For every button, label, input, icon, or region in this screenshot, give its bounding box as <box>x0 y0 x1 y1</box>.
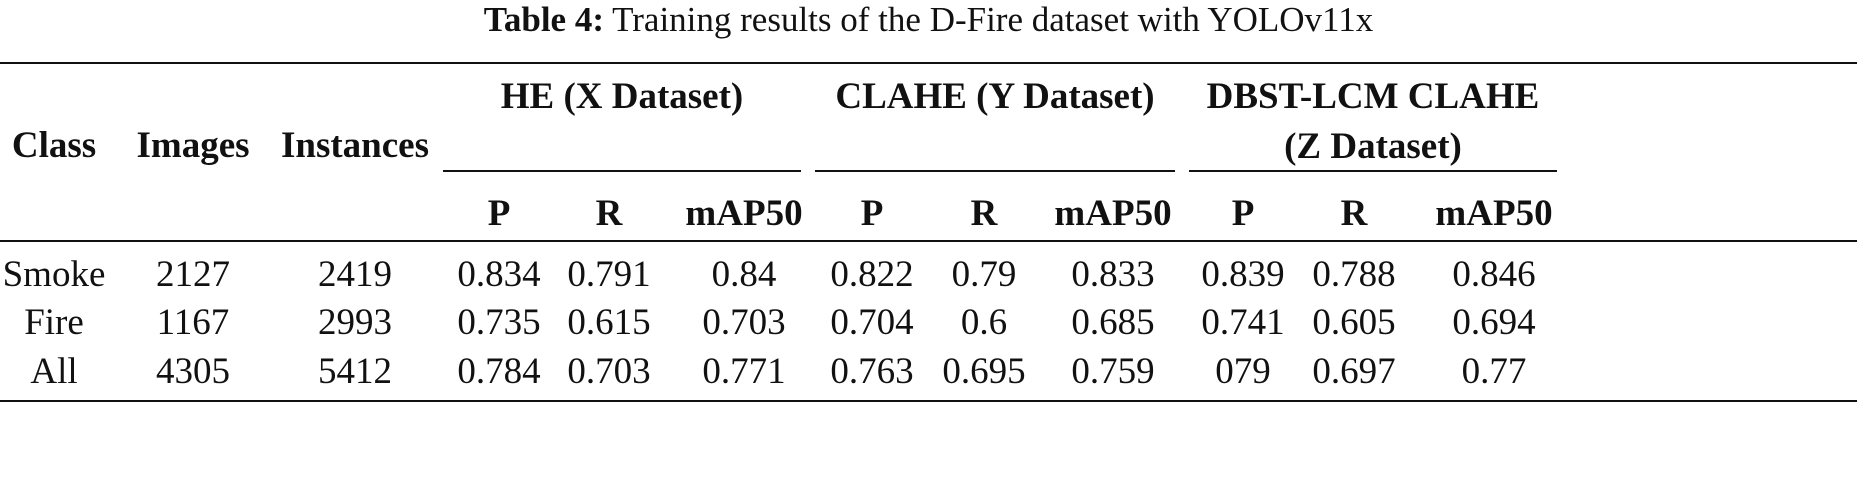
dbst-map50-header: mAP50 <box>1435 193 1553 234</box>
he-r-header: R <box>595 193 623 234</box>
table-caption-label: Table 4: <box>483 0 604 39</box>
dbst-p-header: P <box>1231 193 1255 234</box>
table-row-all-instances: 5412 <box>318 351 392 392</box>
group-header-clahe: CLAHE (Y Dataset) <box>835 76 1155 117</box>
col-header-class: Class <box>11 125 97 166</box>
table-row-fire-dbst-map50: 0.694 <box>1452 302 1536 343</box>
table-row-fire-clahe-p: 0.704 <box>830 302 914 343</box>
table-row-smoke-he-map50: 0.84 <box>711 254 777 295</box>
table-row-fire-class: Fire <box>24 302 84 343</box>
dbst-group-underline <box>1189 170 1557 172</box>
top-rule <box>0 62 1857 64</box>
table-row-fire-he-map50: 0.703 <box>702 302 786 343</box>
table-row-all-dbst-p: 079 <box>1215 351 1271 392</box>
table-row-all-dbst-r: 0.697 <box>1312 351 1396 392</box>
table-row-smoke-he-r: 0.791 <box>567 254 651 295</box>
table-row-fire-dbst-p: 0.741 <box>1201 302 1285 343</box>
bottom-rule <box>0 400 1857 402</box>
table-row-fire-images: 1167 <box>156 302 230 343</box>
clahe-map50-header: mAP50 <box>1054 193 1172 234</box>
col-header-images: Images <box>136 125 250 166</box>
table-caption: Table 4: Training results of the D-Fire … <box>0 0 1857 40</box>
he-p-header: P <box>487 193 511 234</box>
table-row-smoke-class: Smoke <box>2 254 106 295</box>
table-row-smoke-clahe-map50: 0.833 <box>1071 254 1155 295</box>
table-row-all-dbst-map50: 0.77 <box>1461 351 1527 392</box>
table-row-smoke-he-p: 0.834 <box>457 254 541 295</box>
table-row-all-clahe-map50: 0.759 <box>1071 351 1155 392</box>
table-row-fire-dbst-r: 0.605 <box>1312 302 1396 343</box>
table-row-all-he-map50: 0.771 <box>702 351 786 392</box>
table-row-all-clahe-p: 0.763 <box>830 351 914 392</box>
he-group-underline <box>443 170 801 172</box>
clahe-r-header: R <box>970 193 998 234</box>
table-row-fire-clahe-r: 0.6 <box>960 302 1008 343</box>
table-row-fire-instances: 2993 <box>318 302 392 343</box>
table-row-all-images: 4305 <box>156 351 230 392</box>
table-row-fire-he-r: 0.615 <box>567 302 651 343</box>
table-row-all-he-p: 0.784 <box>457 351 541 392</box>
table-row-smoke-clahe-r: 0.79 <box>951 254 1017 295</box>
table-row-all-class: All <box>30 351 78 392</box>
group-header-dbst: DBST-LCM CLAHE (Z Dataset) <box>1206 76 1540 167</box>
he-map50-header: mAP50 <box>685 193 803 234</box>
table-row-smoke-instances: 2419 <box>318 254 392 295</box>
table-row-smoke-images: 2127 <box>156 254 230 295</box>
group-header-he: HE (X Dataset) <box>500 76 744 117</box>
table-row-smoke-dbst-p: 0.839 <box>1201 254 1285 295</box>
table-row-fire-clahe-map50: 0.685 <box>1071 302 1155 343</box>
col-header-instances: Instances <box>280 125 430 166</box>
table-row-fire-he-p: 0.735 <box>457 302 541 343</box>
table-caption-text: Training results of the D-Fire dataset w… <box>612 0 1374 39</box>
dbst-r-header: R <box>1340 193 1368 234</box>
clahe-group-underline <box>815 170 1175 172</box>
clahe-p-header: P <box>860 193 884 234</box>
header-bottom-rule <box>0 240 1857 242</box>
table-row-all-he-r: 0.703 <box>567 351 651 392</box>
table-row-smoke-dbst-r: 0.788 <box>1312 254 1396 295</box>
table-row-smoke-clahe-p: 0.822 <box>830 254 914 295</box>
table-row-all-clahe-r: 0.695 <box>942 351 1026 392</box>
table-row-smoke-dbst-map50: 0.846 <box>1452 254 1536 295</box>
